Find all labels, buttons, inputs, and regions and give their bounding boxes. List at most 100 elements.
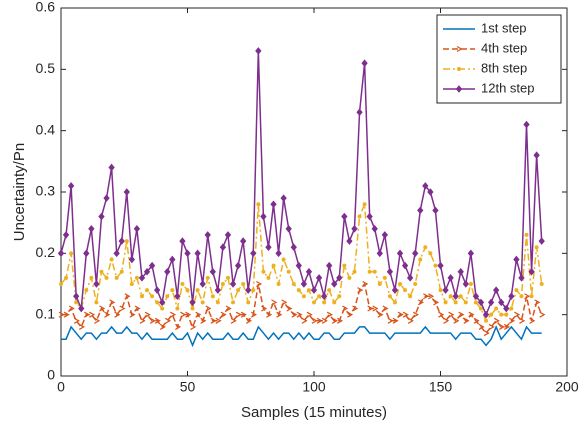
marker (94, 300, 99, 305)
marker (271, 263, 276, 268)
marker (412, 311, 419, 318)
marker (468, 282, 473, 286)
marker (493, 317, 500, 324)
marker (215, 317, 222, 324)
marker (154, 317, 161, 324)
marker (311, 317, 318, 324)
marker (509, 306, 514, 311)
marker (467, 249, 475, 258)
marker (215, 300, 220, 305)
marker (164, 267, 171, 276)
marker (64, 275, 69, 280)
x-tick-label: 0 (57, 379, 65, 395)
marker (190, 306, 195, 311)
marker (133, 225, 141, 233)
marker (93, 280, 100, 288)
marker (327, 288, 332, 293)
marker (280, 194, 287, 202)
marker (316, 317, 323, 324)
marker (230, 317, 237, 324)
marker (418, 257, 423, 262)
marker (423, 293, 430, 300)
marker (266, 311, 273, 318)
marker (361, 59, 368, 67)
marker (306, 311, 313, 318)
x-tick-label: 50 (180, 379, 196, 395)
marker (524, 293, 531, 300)
marker (104, 275, 109, 280)
marker (148, 261, 156, 270)
marker (337, 317, 344, 324)
marker (250, 311, 258, 318)
marker (320, 292, 328, 301)
marker (62, 231, 70, 239)
marker (362, 280, 369, 288)
marker (312, 300, 316, 305)
marker (219, 243, 227, 251)
marker (229, 280, 237, 288)
legend-label: 1st step (481, 20, 527, 35)
marker (322, 300, 327, 305)
marker (266, 275, 271, 280)
series-line (60, 203, 543, 323)
marker (155, 300, 160, 305)
marker (165, 294, 170, 299)
marker (514, 288, 519, 293)
marker (448, 294, 453, 299)
y-tick-label: 0.5 (36, 60, 56, 76)
marker (185, 288, 190, 293)
marker (503, 323, 511, 330)
marker (124, 293, 131, 300)
x-tick-label: 150 (429, 379, 453, 395)
marker (336, 274, 343, 282)
marker (453, 300, 458, 305)
marker (108, 163, 115, 172)
marker (180, 282, 185, 286)
marker (387, 317, 394, 324)
marker (447, 274, 454, 282)
marker (175, 306, 180, 311)
marker (195, 311, 202, 318)
marker (341, 212, 348, 221)
marker (260, 212, 267, 221)
marker (524, 232, 529, 237)
marker (357, 214, 362, 219)
marker (433, 263, 438, 268)
marker (153, 286, 161, 294)
marker (109, 257, 114, 262)
marker (453, 317, 460, 324)
marker (225, 275, 230, 280)
marker (489, 312, 494, 317)
y-axis-label: Uncertainty/Pn (11, 143, 28, 241)
legend-label: 4th step (481, 40, 527, 55)
marker (169, 255, 176, 264)
marker (519, 317, 526, 324)
marker (398, 282, 403, 286)
marker (321, 317, 328, 324)
marker (402, 311, 409, 318)
marker (118, 237, 125, 245)
marker (534, 299, 541, 306)
marker (514, 311, 521, 318)
marker (138, 274, 146, 282)
marker (332, 300, 337, 305)
marker (473, 317, 480, 324)
marker (310, 286, 318, 294)
marker (513, 255, 520, 264)
marker (483, 330, 490, 337)
marker (291, 311, 298, 318)
marker (347, 275, 352, 280)
marker (396, 249, 404, 258)
marker (129, 282, 134, 286)
marker (478, 323, 485, 330)
marker (89, 275, 94, 280)
marker (295, 261, 302, 270)
marker (205, 305, 212, 312)
marker (285, 225, 292, 233)
marker (265, 243, 272, 251)
marker (382, 305, 389, 312)
marker (113, 249, 120, 258)
marker (296, 288, 301, 293)
x-tick-label: 100 (302, 379, 326, 395)
